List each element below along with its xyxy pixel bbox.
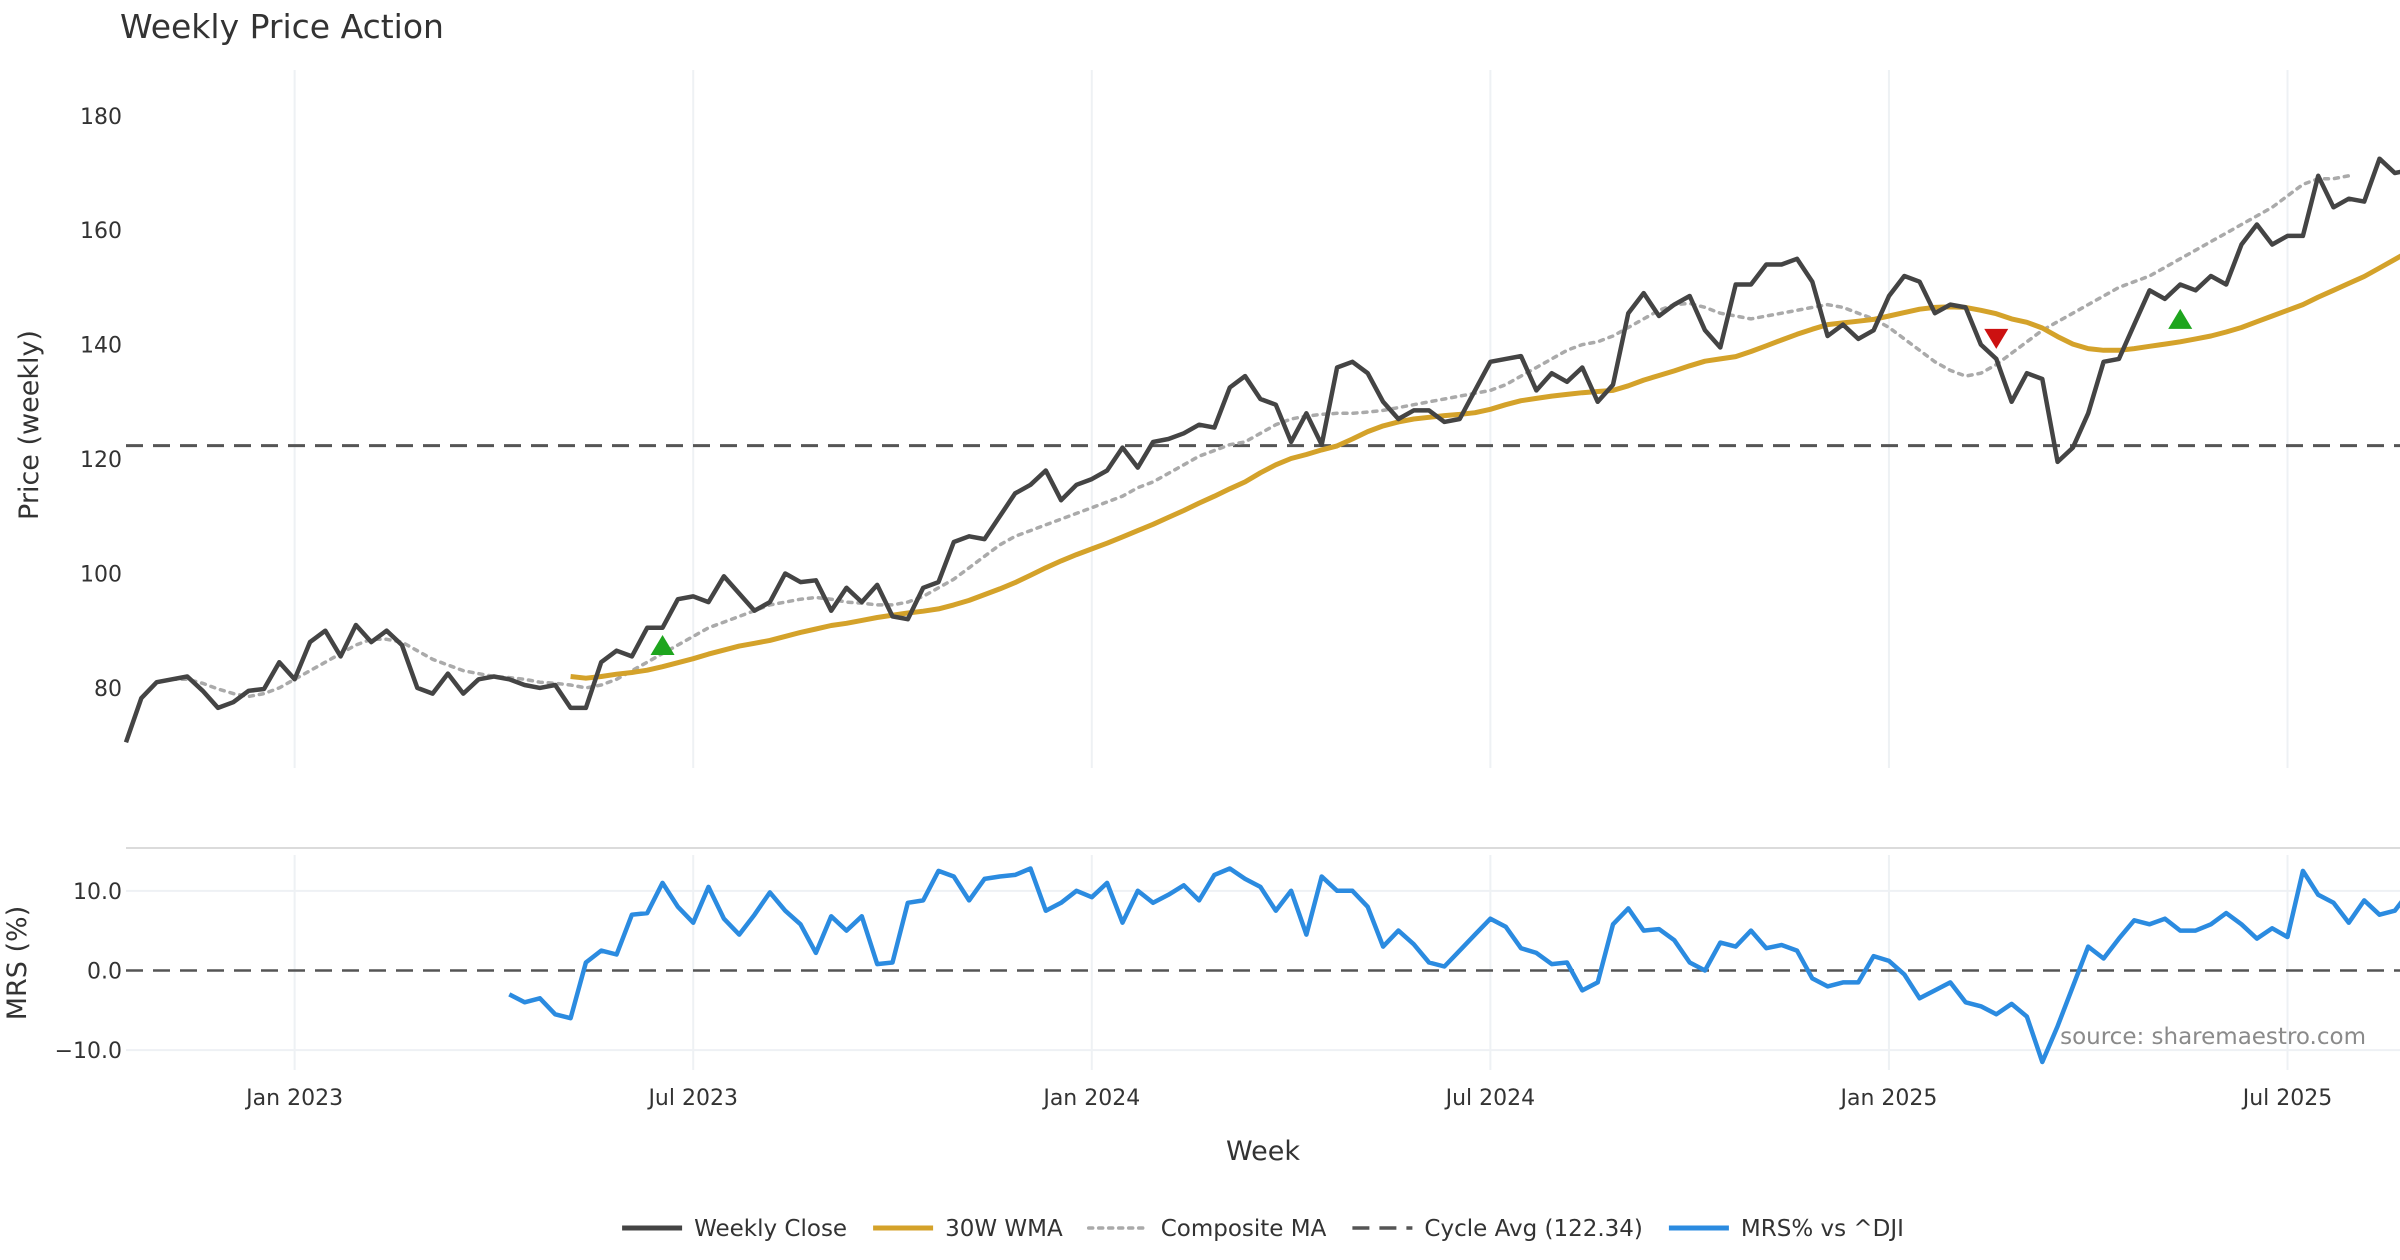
mrs-line (508, 866, 2400, 1065)
price-series (123, 156, 2400, 744)
legend-item: 30W WMA (873, 1216, 1063, 1242)
legend-item: Weekly Close (622, 1216, 847, 1242)
legend-label: Composite MA (1161, 1216, 1327, 1242)
x-tick-label: Jul 2024 (1444, 1086, 1536, 1111)
mrs-y-tick-label: 0.0 (87, 959, 122, 984)
x-tick-label: Jul 2025 (2241, 1086, 2333, 1111)
wma-30w-line (570, 253, 2400, 681)
price-y-tick-label: 160 (80, 219, 122, 244)
legend-item: MRS% vs ^DJI (1668, 1216, 1904, 1242)
price-y-tick-label: 180 (80, 105, 122, 130)
buy-signal-marker (650, 634, 675, 655)
legend-label: Weekly Close (694, 1216, 847, 1242)
x-tick-label: Jan 2025 (1838, 1086, 1937, 1111)
price-y-tick-label: 140 (80, 334, 122, 359)
price-grid (293, 70, 2289, 768)
mrs-y-tick-label: 10.0 (73, 880, 122, 905)
composite-ma-line (170, 174, 2351, 699)
legend-item: Cycle Avg (122.34) (1352, 1216, 1643, 1242)
x-tick-label: Jan 2024 (1041, 1086, 1140, 1111)
source-credit: source: sharemaestro.com (2060, 1024, 2366, 1050)
signal-markers (650, 308, 2193, 655)
price-y-tick-label: 120 (80, 448, 122, 473)
legend: Weekly Close 30W WMA Composite MA Cycle Avg… (622, 1216, 1904, 1242)
weekly-close-line (123, 156, 2400, 744)
buy-signal-marker (2168, 308, 2193, 329)
price-y-tick-label: 80 (94, 677, 122, 702)
x-axis-label: Week (1226, 1136, 1300, 1167)
chart-title: Weekly Price Action (120, 7, 444, 46)
price-y-axis-label: Price (weekly) (14, 330, 45, 520)
x-axis-ticks: Jan 2023 Jul 2023 Jan 2024 Jul 2024 Jan 2025… (244, 1086, 2332, 1111)
mrs-series (126, 866, 2400, 1065)
x-tick-label: Jul 2023 (646, 1086, 738, 1111)
sell-signal-marker (1984, 328, 2009, 349)
legend-item: Composite MA (1086, 1216, 1327, 1242)
price-y-tick-label: 100 (80, 562, 122, 587)
legend-label: 30W WMA (945, 1216, 1063, 1242)
legend-label: Cycle Avg (122.34) (1424, 1216, 1643, 1242)
mrs-y-axis-label: MRS (%) (2, 906, 33, 1021)
legend-label: MRS% vs ^DJI (1741, 1216, 1904, 1242)
mrs-y-axis-ticks: 10.0 0.0 −10.0 (55, 880, 122, 1064)
price-y-axis-ticks: 80 100 120 140 160 180 (80, 105, 122, 702)
mrs-y-tick-label: −10.0 (55, 1039, 122, 1064)
x-tick-label: Jan 2023 (244, 1086, 343, 1111)
